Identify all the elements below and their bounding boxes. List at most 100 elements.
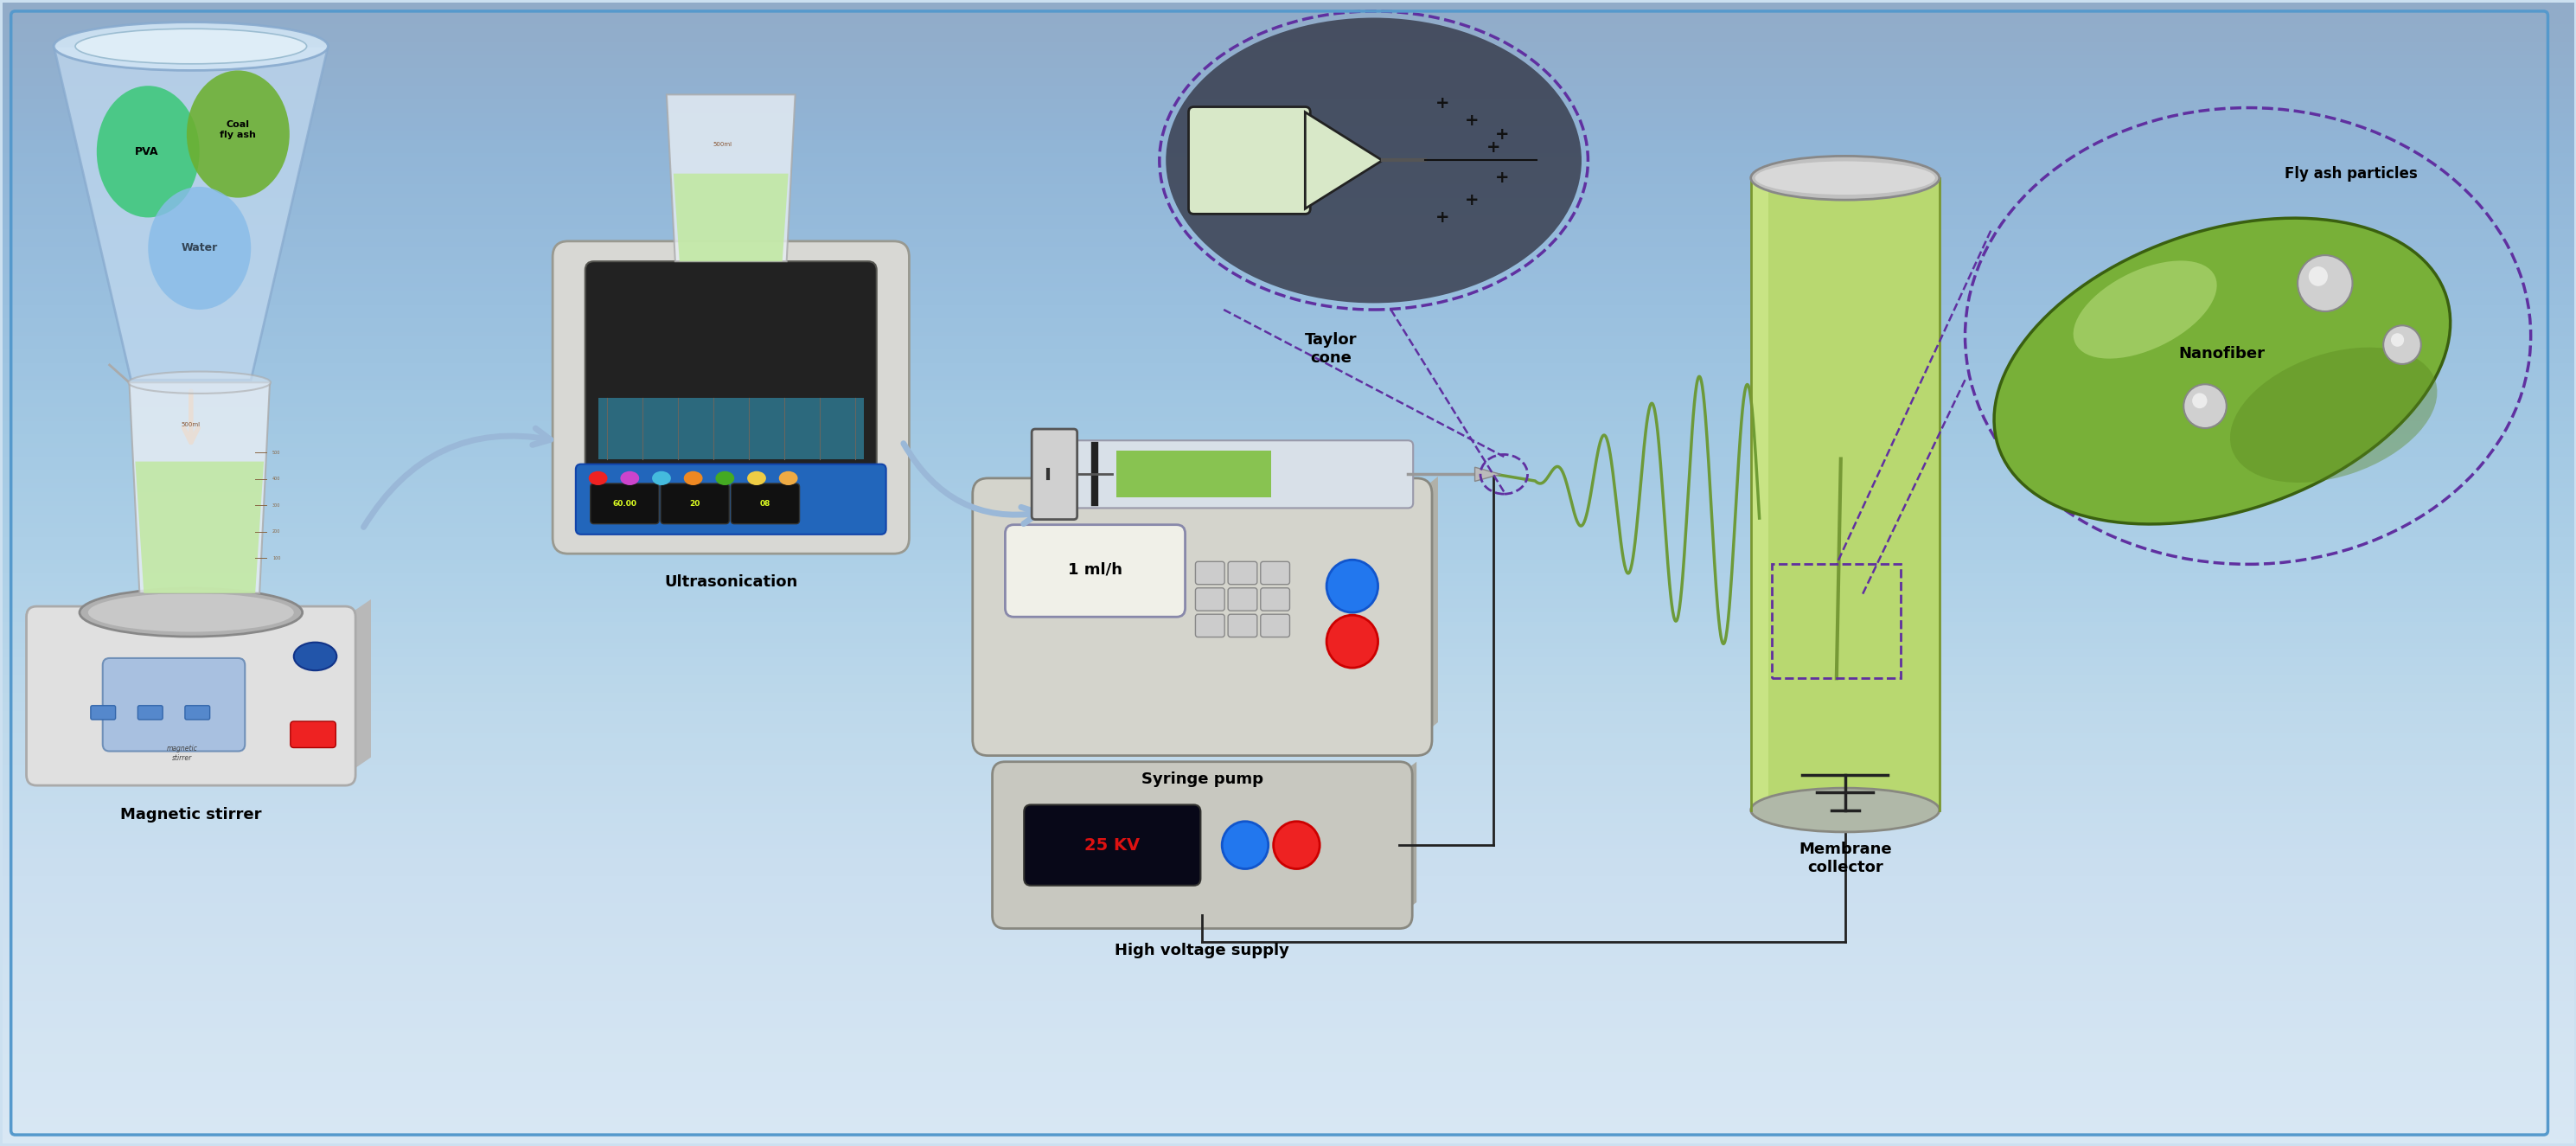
Text: 500ml: 500ml xyxy=(714,142,732,147)
FancyBboxPatch shape xyxy=(732,484,799,524)
Ellipse shape xyxy=(80,588,301,637)
Text: 100: 100 xyxy=(273,556,281,560)
FancyBboxPatch shape xyxy=(1195,588,1224,611)
Bar xyxy=(598,398,863,458)
Ellipse shape xyxy=(75,29,307,64)
Ellipse shape xyxy=(2074,260,2218,359)
Polygon shape xyxy=(137,462,263,594)
Text: Taylor
cone: Taylor cone xyxy=(1303,332,1358,366)
Ellipse shape xyxy=(2231,347,2437,482)
Text: 200: 200 xyxy=(273,529,281,534)
FancyBboxPatch shape xyxy=(1229,614,1257,637)
Circle shape xyxy=(2184,384,2226,429)
Text: +: + xyxy=(1435,210,1450,226)
Text: Syringe pump: Syringe pump xyxy=(1141,771,1262,787)
Text: +: + xyxy=(1466,112,1479,129)
Ellipse shape xyxy=(621,471,639,485)
FancyBboxPatch shape xyxy=(1043,440,1414,508)
Ellipse shape xyxy=(1994,218,2450,524)
Bar xyxy=(1752,178,1940,810)
Text: Membrane
collector: Membrane collector xyxy=(1798,841,1891,876)
Ellipse shape xyxy=(747,471,765,485)
Text: +: + xyxy=(1466,191,1479,209)
FancyBboxPatch shape xyxy=(1195,562,1224,584)
Polygon shape xyxy=(1306,112,1383,209)
Bar xyxy=(1752,178,1767,810)
Circle shape xyxy=(2316,275,2344,303)
Circle shape xyxy=(2396,339,2414,359)
FancyBboxPatch shape xyxy=(185,706,209,720)
FancyBboxPatch shape xyxy=(585,261,876,472)
Text: 500ml: 500ml xyxy=(180,422,201,427)
FancyBboxPatch shape xyxy=(659,484,729,524)
Ellipse shape xyxy=(185,70,289,198)
Ellipse shape xyxy=(1754,162,1935,195)
Circle shape xyxy=(1221,822,1267,869)
Ellipse shape xyxy=(147,187,250,309)
Text: 25 KV: 25 KV xyxy=(1084,837,1141,854)
FancyBboxPatch shape xyxy=(103,658,245,751)
Ellipse shape xyxy=(590,471,608,485)
FancyBboxPatch shape xyxy=(291,721,335,747)
Ellipse shape xyxy=(683,471,703,485)
Ellipse shape xyxy=(129,371,270,393)
Polygon shape xyxy=(667,95,796,261)
FancyBboxPatch shape xyxy=(1260,614,1291,637)
Text: 08: 08 xyxy=(760,500,770,508)
FancyArrowPatch shape xyxy=(904,444,1038,524)
Polygon shape xyxy=(1417,477,1437,740)
FancyArrowPatch shape xyxy=(183,391,198,442)
Text: +: + xyxy=(1486,139,1502,156)
Text: Ultrasonication: Ultrasonication xyxy=(665,574,799,589)
Circle shape xyxy=(1273,822,1319,869)
FancyBboxPatch shape xyxy=(1188,107,1311,214)
FancyBboxPatch shape xyxy=(1229,562,1257,584)
FancyArrowPatch shape xyxy=(363,429,551,527)
Text: 20: 20 xyxy=(690,500,701,508)
Text: 1 ml/h: 1 ml/h xyxy=(1069,562,1123,578)
FancyBboxPatch shape xyxy=(577,464,886,534)
Circle shape xyxy=(1327,615,1378,668)
Text: High voltage supply: High voltage supply xyxy=(1115,943,1291,958)
Ellipse shape xyxy=(98,86,198,218)
Circle shape xyxy=(2391,333,2403,347)
Ellipse shape xyxy=(1752,156,1940,199)
FancyBboxPatch shape xyxy=(90,706,116,720)
Text: Magnetic stirrer: Magnetic stirrer xyxy=(121,807,263,822)
FancyBboxPatch shape xyxy=(1033,429,1077,519)
Polygon shape xyxy=(129,383,270,594)
FancyBboxPatch shape xyxy=(992,762,1412,928)
Text: Water: Water xyxy=(180,243,219,253)
Circle shape xyxy=(2197,400,2218,422)
Text: 60.00: 60.00 xyxy=(613,500,636,508)
Text: 500: 500 xyxy=(273,450,281,455)
Text: +: + xyxy=(1494,170,1510,186)
Text: PVA: PVA xyxy=(134,146,157,157)
FancyBboxPatch shape xyxy=(1005,525,1185,617)
Ellipse shape xyxy=(778,471,799,485)
Text: 300: 300 xyxy=(273,503,281,508)
Circle shape xyxy=(1327,560,1378,612)
Circle shape xyxy=(2383,325,2421,364)
Ellipse shape xyxy=(294,643,337,670)
Text: Nanofiber: Nanofiber xyxy=(2179,346,2264,361)
FancyBboxPatch shape xyxy=(139,706,162,720)
Text: Fly ash particles: Fly ash particles xyxy=(2285,166,2416,181)
Text: magnetic
stirrer: magnetic stirrer xyxy=(167,745,198,762)
Polygon shape xyxy=(1476,468,1502,481)
FancyBboxPatch shape xyxy=(1025,804,1200,886)
Ellipse shape xyxy=(54,22,327,70)
FancyBboxPatch shape xyxy=(1195,614,1224,637)
Ellipse shape xyxy=(716,471,734,485)
Polygon shape xyxy=(345,599,371,775)
Ellipse shape xyxy=(1752,788,1940,832)
Text: +: + xyxy=(1494,126,1510,142)
Circle shape xyxy=(2308,267,2329,286)
FancyBboxPatch shape xyxy=(590,484,659,524)
Polygon shape xyxy=(54,46,327,379)
Text: Coal
fly ash: Coal fly ash xyxy=(219,120,255,139)
Bar xyxy=(1115,452,1270,497)
Circle shape xyxy=(2298,256,2352,312)
FancyBboxPatch shape xyxy=(1260,588,1291,611)
FancyBboxPatch shape xyxy=(554,241,909,554)
